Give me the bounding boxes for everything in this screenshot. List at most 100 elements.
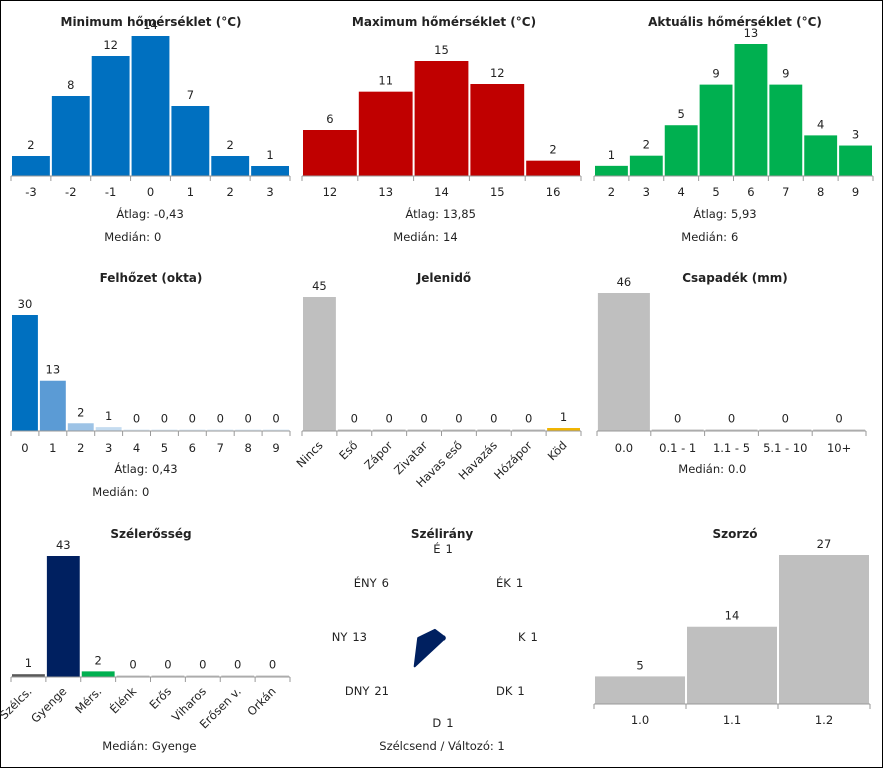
data-label: 2 xyxy=(549,143,556,157)
tick-label: Eső xyxy=(336,438,360,462)
stat-label: Medián: xyxy=(678,462,724,476)
direction-label: NY 13 xyxy=(332,630,367,644)
data-label: 2 xyxy=(77,405,84,419)
data-label: 6 xyxy=(326,112,333,126)
bar xyxy=(51,96,90,176)
tick-label: 0 xyxy=(147,185,154,199)
data-label: 43 xyxy=(56,538,71,552)
data-label: 2 xyxy=(643,138,650,152)
data-label: 1 xyxy=(608,148,615,162)
bar xyxy=(211,156,250,176)
bar xyxy=(186,675,220,677)
tick-label: 3 xyxy=(266,185,273,199)
data-label: 0 xyxy=(199,658,206,672)
data-label: 0 xyxy=(244,412,251,426)
tick-label: 5 xyxy=(161,441,168,455)
bar xyxy=(12,315,38,431)
chart-5: Jelenidő45Nincs0Eső0Zápor0Zivatar0Havas … xyxy=(293,271,582,490)
tick-label: 3 xyxy=(643,185,650,199)
bar xyxy=(687,626,777,704)
tick-label: Mérs. xyxy=(72,684,104,716)
bar xyxy=(769,84,803,176)
bar xyxy=(372,429,406,431)
tick-label: -3 xyxy=(25,185,36,199)
direction-name: DNY xyxy=(345,684,370,698)
data-label: 2 xyxy=(27,138,34,152)
data-label: 45 xyxy=(312,279,327,293)
tick-label: 2 xyxy=(227,185,234,199)
direction-label: DK 1 xyxy=(496,684,525,698)
data-label: 0 xyxy=(525,412,532,426)
tick-label: 13 xyxy=(378,185,393,199)
tick-label: Erős xyxy=(146,684,174,712)
tick-label: 9 xyxy=(272,441,279,455)
tick-label: 1.2 xyxy=(815,713,833,727)
tick-label: 7 xyxy=(782,185,789,199)
bar xyxy=(179,429,206,431)
tick-label: 12 xyxy=(323,185,338,199)
tick-label: 3 xyxy=(105,441,112,455)
bar xyxy=(251,166,289,176)
stat-value: 14 xyxy=(443,230,458,244)
data-label: 0 xyxy=(269,658,276,672)
bar xyxy=(407,429,441,431)
bar xyxy=(46,556,80,677)
wind-rose-shape xyxy=(413,628,446,668)
data-label: 1 xyxy=(105,409,112,423)
tick-label: 0 xyxy=(21,441,28,455)
tick-label: Gyenge xyxy=(28,684,69,725)
tick-label: Havazás xyxy=(456,438,500,482)
stat-value: 0.0 xyxy=(728,462,746,476)
bar xyxy=(123,429,150,431)
tick-label: Orkán xyxy=(244,684,278,718)
direction-name: DK xyxy=(496,684,513,698)
data-label: 27 xyxy=(817,537,832,551)
bar xyxy=(337,429,371,431)
bar xyxy=(759,429,812,431)
bar xyxy=(547,428,580,431)
tick-label: 9 xyxy=(852,185,859,199)
tick-label: 1 xyxy=(49,441,56,455)
bar xyxy=(171,106,210,176)
stat-label: Medián: xyxy=(393,230,439,244)
bar xyxy=(263,429,289,431)
data-label: 0 xyxy=(835,412,842,426)
bar xyxy=(12,674,45,677)
tick-label: 5.1 - 10 xyxy=(763,441,807,455)
bar xyxy=(629,155,663,176)
tick-label: 6 xyxy=(189,441,196,455)
bar xyxy=(414,61,469,176)
tick-label: 1.1 xyxy=(723,713,741,727)
bar xyxy=(470,84,525,176)
tick-label: 10+ xyxy=(827,441,851,455)
stat-label: Medián: xyxy=(681,230,727,244)
direction-count: 1 xyxy=(445,542,452,556)
data-label: 1 xyxy=(560,410,567,424)
data-label: 9 xyxy=(782,67,789,81)
tick-label: Nincs xyxy=(293,438,325,470)
chart-title: Jelenidő xyxy=(416,271,471,285)
data-label: 0 xyxy=(189,412,196,426)
direction-name: ÉK xyxy=(496,575,511,590)
data-label: 2 xyxy=(227,138,234,152)
stat-value: 0,43 xyxy=(152,462,178,476)
bar xyxy=(705,429,758,431)
data-label: 14 xyxy=(143,18,158,32)
stat-label: Átlag: xyxy=(693,206,727,221)
tick-label: 5 xyxy=(712,185,719,199)
bar xyxy=(512,429,546,431)
bar xyxy=(95,427,122,431)
data-label: 1 xyxy=(25,656,32,670)
chart-7: Szélerősség1Szélcs.43Gyenge2Mérs.0Élénk0… xyxy=(0,527,291,753)
bar xyxy=(151,675,185,677)
bar xyxy=(839,145,872,176)
direction-label: DNY 21 xyxy=(345,684,389,698)
data-label: 0 xyxy=(234,658,241,672)
stat-label: Átlag: xyxy=(114,461,148,476)
direction-name: ÉNY xyxy=(354,575,378,590)
tick-label: 4 xyxy=(133,441,140,455)
bar xyxy=(235,429,262,431)
